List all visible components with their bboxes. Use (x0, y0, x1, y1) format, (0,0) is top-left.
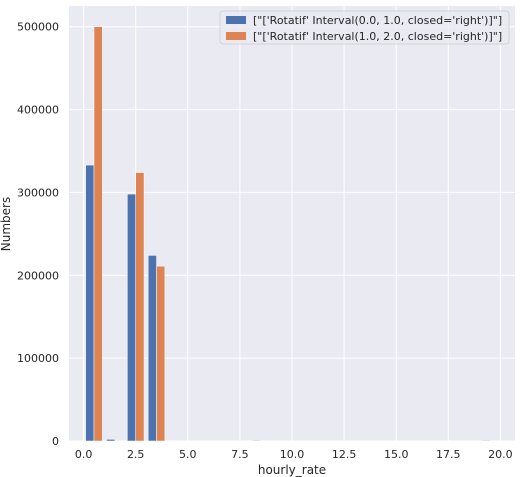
bar-series-0 (127, 193, 136, 442)
y-axis-label: Numbers (0, 197, 13, 251)
legend-swatch-series-0 (226, 16, 246, 24)
x-tick-labels: 0.0 2.5 5.0 7.5 10.0 12.5 15.0 17.5 20.0 (75, 448, 513, 461)
x-tick-label: 2.5 (127, 448, 145, 461)
bar-series-0 (252, 440, 261, 442)
legend: ["['Rotatif' Interval(0.0, 1.0, closed='… (219, 10, 510, 45)
bar-series-0 (106, 439, 116, 442)
bars (85, 26, 491, 442)
x-tick-label: 7.5 (231, 448, 249, 461)
legend-swatch-series-1 (226, 32, 246, 40)
bar-series-1 (93, 26, 103, 442)
x-tick-label: 12.5 (332, 448, 357, 461)
y-tick-label: 0 (52, 435, 59, 448)
x-axis-label: hourly_rate (258, 463, 326, 477)
bar-series-0 (168, 440, 178, 442)
x-tick-label: 20.0 (488, 448, 513, 461)
y-tick-label: 100000 (17, 352, 59, 365)
x-tick-label: 17.5 (436, 448, 461, 461)
legend-label-series-1: ["['Rotatif' Interval(1.0, 2.0, closed='… (253, 30, 502, 43)
x-tick-label: 5.0 (179, 448, 197, 461)
x-tick-label: 10.0 (280, 448, 305, 461)
bar-series-0 (147, 255, 157, 442)
y-tick-label: 400000 (17, 104, 59, 117)
bar-series-1 (135, 172, 145, 442)
y-tick-labels: 0 100000 200000 300000 400000 500000 (17, 21, 59, 448)
legend-box (219, 10, 510, 45)
y-tick-label: 500000 (17, 21, 59, 34)
bar-series-1 (156, 265, 166, 442)
x-tick-label: 15.0 (384, 448, 409, 461)
bar-series-0 (85, 164, 95, 442)
legend-label-series-0: ["['Rotatif' Interval(0.0, 1.0, closed='… (253, 14, 502, 27)
x-tick-label: 0.0 (75, 448, 93, 461)
y-tick-label: 300000 (17, 186, 59, 199)
y-tick-label: 200000 (17, 269, 59, 282)
bar-series-0 (481, 440, 491, 442)
